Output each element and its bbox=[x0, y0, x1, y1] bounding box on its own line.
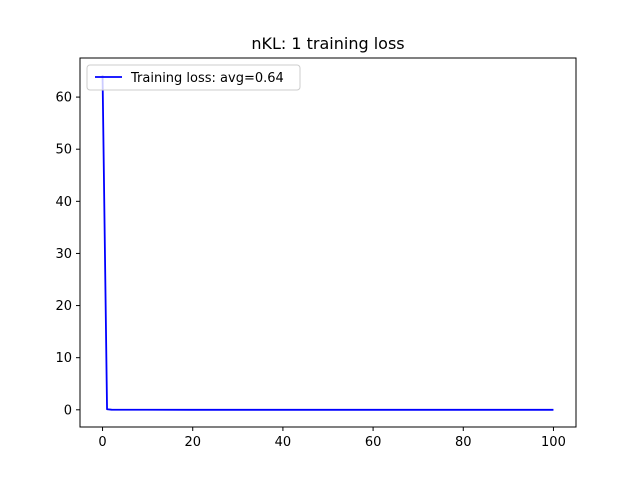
legend: Training loss: avg=0.64 bbox=[86, 64, 301, 91]
y-tick-label: 50 bbox=[55, 143, 72, 158]
series-layer bbox=[101, 75, 554, 411]
axes-layer: 0 20 40 60 80 100 0 10 20 30 40 50 60 bbox=[55, 57, 577, 450]
y-tick-label: 60 bbox=[55, 91, 72, 106]
x-tick-label: 0 bbox=[98, 435, 106, 450]
legend-label: Training loss: avg=0.64 bbox=[130, 71, 284, 86]
x-tick-label: 20 bbox=[184, 435, 201, 450]
x-tick-label: 60 bbox=[365, 435, 382, 450]
x-tick-label: 80 bbox=[455, 435, 472, 450]
legend-box bbox=[86, 64, 301, 91]
axes-frame bbox=[79, 57, 577, 428]
plot-area bbox=[80, 58, 576, 427]
x-tick-label: 100 bbox=[541, 435, 566, 450]
y-tick-label: 10 bbox=[55, 351, 72, 366]
y-tick-label: 0 bbox=[64, 403, 72, 418]
series-line-0 bbox=[101, 75, 554, 411]
y-tick-label: 30 bbox=[55, 247, 72, 262]
chart-title: nKL: 1 training loss bbox=[251, 34, 404, 53]
x-tick-label: 40 bbox=[275, 435, 292, 450]
y-tick-label: 20 bbox=[55, 299, 72, 314]
y-tick-label: 40 bbox=[55, 195, 72, 210]
